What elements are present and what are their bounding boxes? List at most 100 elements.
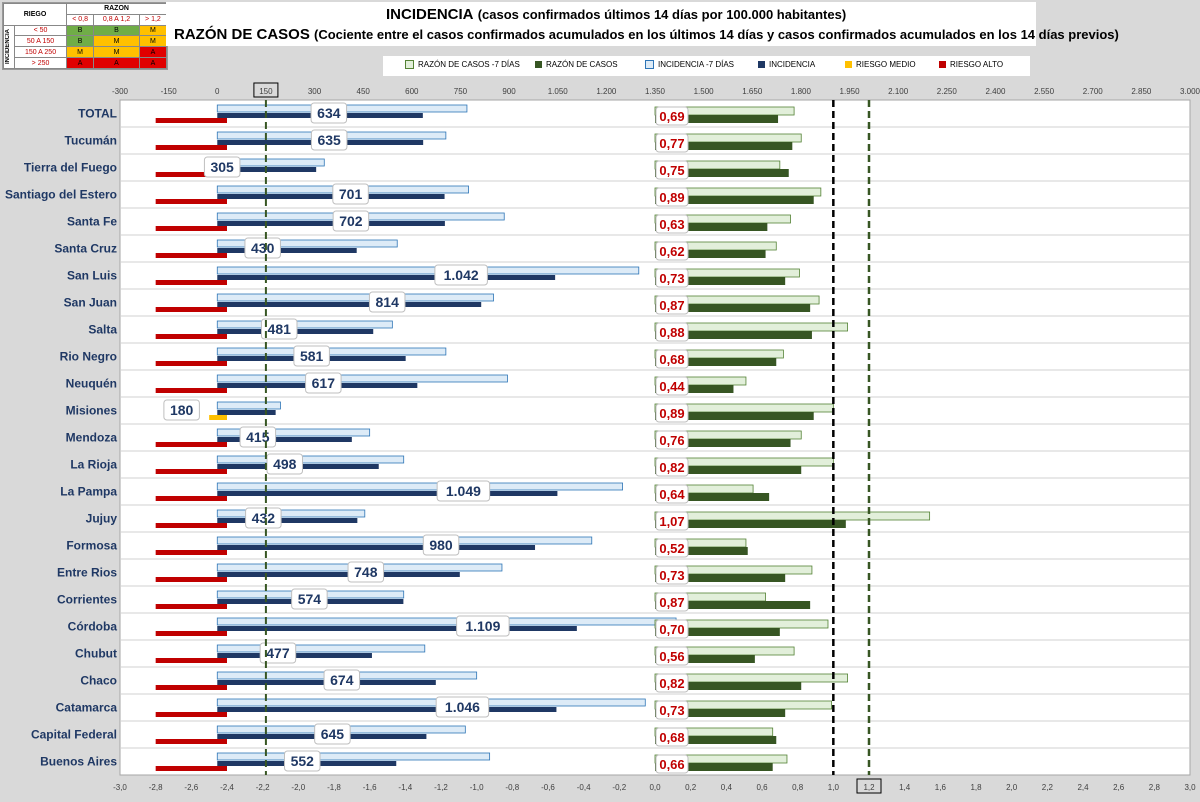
title-incidencia-sub: (casos confirmados últimos 14 días por 1…: [477, 7, 847, 22]
razon-label-box: [655, 241, 689, 261]
risk-bar: [155, 604, 227, 609]
legend-swatch: [758, 61, 765, 68]
razon-bar: [655, 142, 793, 150]
razon-bar: [655, 682, 802, 690]
razon-value-label: 0,73: [659, 703, 684, 718]
top-axis-tick-label: 1.050: [548, 87, 569, 96]
razon-label-box: [655, 592, 689, 612]
legend-label: RIESGO MEDIO: [856, 60, 916, 69]
incidencia-7d-bar: [216, 617, 677, 626]
razon-value-label: 0,64: [659, 487, 685, 502]
incidencia-label-box: [332, 183, 369, 205]
razon-label-box: [655, 619, 689, 639]
bottom-axis-tick-label: -2,2: [256, 783, 270, 792]
razon-bar: [655, 115, 779, 123]
risk-bar: [155, 226, 227, 231]
legend-item: RIESGO ALTO: [939, 60, 1003, 69]
top-axis-tick-label: 2.250: [937, 87, 958, 96]
bottom-axis-tick-label: -1,0: [470, 783, 484, 792]
incidencia-7d-bar: [216, 698, 646, 707]
incidencia-label-box: [323, 669, 361, 691]
razon-bar: [655, 520, 846, 528]
razon-value-label: 0,70: [659, 622, 684, 637]
province-label: San Luis: [67, 269, 117, 283]
risk-bar: [155, 631, 227, 636]
province-label: La Pampa: [60, 485, 117, 499]
razon-bar: [655, 250, 766, 258]
province-label: Capital Federal: [31, 728, 117, 742]
incidencia-value-label: 635: [317, 132, 341, 148]
chart-legend: RAZÓN DE CASOS -7 DÍAS RAZÓN DE CASOS IN…: [383, 56, 1030, 76]
top-axis-tick-label: 1.350: [645, 87, 666, 96]
legend-label: RAZÓN DE CASOS -7 DÍAS: [418, 60, 520, 69]
incidencia-bar: [217, 572, 460, 577]
risk-table-cell: A: [66, 57, 95, 69]
province-label: Catamarca: [56, 701, 118, 715]
razon-value-label: 0,44: [659, 379, 685, 394]
razon-bar: [655, 547, 748, 555]
incidencia-label-box: [456, 615, 510, 637]
legend-swatch: [939, 61, 946, 68]
top-axis-tick-label: 2.550: [1034, 87, 1055, 96]
incidencia-value-label: 305: [210, 159, 234, 175]
bottom-axis-tick-label: 2,8: [1149, 783, 1161, 792]
top-axis-tick-label: 1.500: [694, 87, 715, 96]
province-label: La Rioja: [70, 458, 117, 472]
incidencia-value-label: 477: [266, 645, 290, 661]
province-row: Rio Negro 581 0,68: [60, 345, 784, 369]
province-label: Santa Fe: [67, 215, 117, 229]
bottom-axis-tick-label: -0,6: [541, 783, 555, 792]
razon-value-label: 0,62: [659, 244, 684, 259]
razon-bar: [655, 601, 811, 609]
incidencia-7d-bar: [216, 239, 398, 248]
risk-bar: [155, 766, 227, 771]
razon-value-label: 0,63: [659, 217, 684, 232]
legend-item: RAZÓN DE CASOS -7 DÍAS: [405, 60, 520, 69]
razon-value-label: 0,66: [659, 757, 684, 772]
province-label: Entre Rios: [57, 566, 117, 580]
bottom-axis-tick-label: -3,0: [113, 783, 127, 792]
top-axis-tick-label: 750: [454, 87, 468, 96]
razon-bar: [655, 223, 768, 231]
legend-label: INCIDENCIA -7 DÍAS: [658, 60, 735, 69]
province-label: TOTAL: [78, 107, 117, 121]
razon-label-box: [655, 484, 689, 504]
province-row: Córdoba 1.109 0,70: [68, 615, 829, 639]
incidencia-7d-bar: [216, 293, 494, 302]
risk-bar: [155, 172, 227, 177]
bottom-axis-tick-label: -1,2: [434, 783, 448, 792]
incidencia-label-box: [293, 345, 330, 367]
bottom-axis-tick-label: -2,0: [291, 783, 305, 792]
incidencia-7d-bar: [216, 320, 393, 329]
risk-bar: [155, 712, 227, 717]
incidencia-label-box: [163, 399, 200, 421]
risk-bar: [155, 253, 227, 258]
province-row: Chaco 674 0,82: [80, 669, 849, 693]
risk-bar: [155, 685, 227, 690]
province-row: Misiones 180 0,89: [66, 399, 834, 423]
razon-label-box: [655, 160, 689, 180]
province-row: Tucumán 635 0,77: [65, 129, 802, 153]
province-label: Salta: [88, 323, 117, 337]
razon-label-box: [655, 214, 689, 234]
top-axis-tick-label: 1.800: [791, 87, 812, 96]
province-row: Mendoza 415 0,76: [66, 426, 802, 450]
razon-bar: [655, 736, 777, 744]
incidencia-bar: [217, 626, 577, 631]
province-row: Entre Rios 748 0,73: [57, 561, 813, 585]
top-axis-tick-label: -150: [161, 87, 178, 96]
razon-value-label: 0,82: [659, 460, 684, 475]
province-row: Santa Fe 702 0,63: [67, 210, 791, 234]
razon-label-box: [655, 295, 689, 315]
province-row: TOTAL 634 0,69: [78, 102, 795, 126]
incidencia-value-label: 1.046: [445, 699, 480, 715]
razon-value-label: 0,68: [659, 730, 684, 745]
razon-bar: [655, 493, 770, 501]
razon-bar: [655, 196, 814, 204]
incidencia-bar: [217, 275, 556, 280]
risk-matrix-table: RIEGO RAZON < 0,8 0,8 A 1,2 > 1,2 INCIDE…: [2, 2, 168, 70]
incidencia-bar: [217, 491, 558, 496]
razon-label-box: [655, 754, 689, 774]
incidencia-label-box: [266, 453, 303, 475]
top-axis-tick-label: 600: [405, 87, 419, 96]
